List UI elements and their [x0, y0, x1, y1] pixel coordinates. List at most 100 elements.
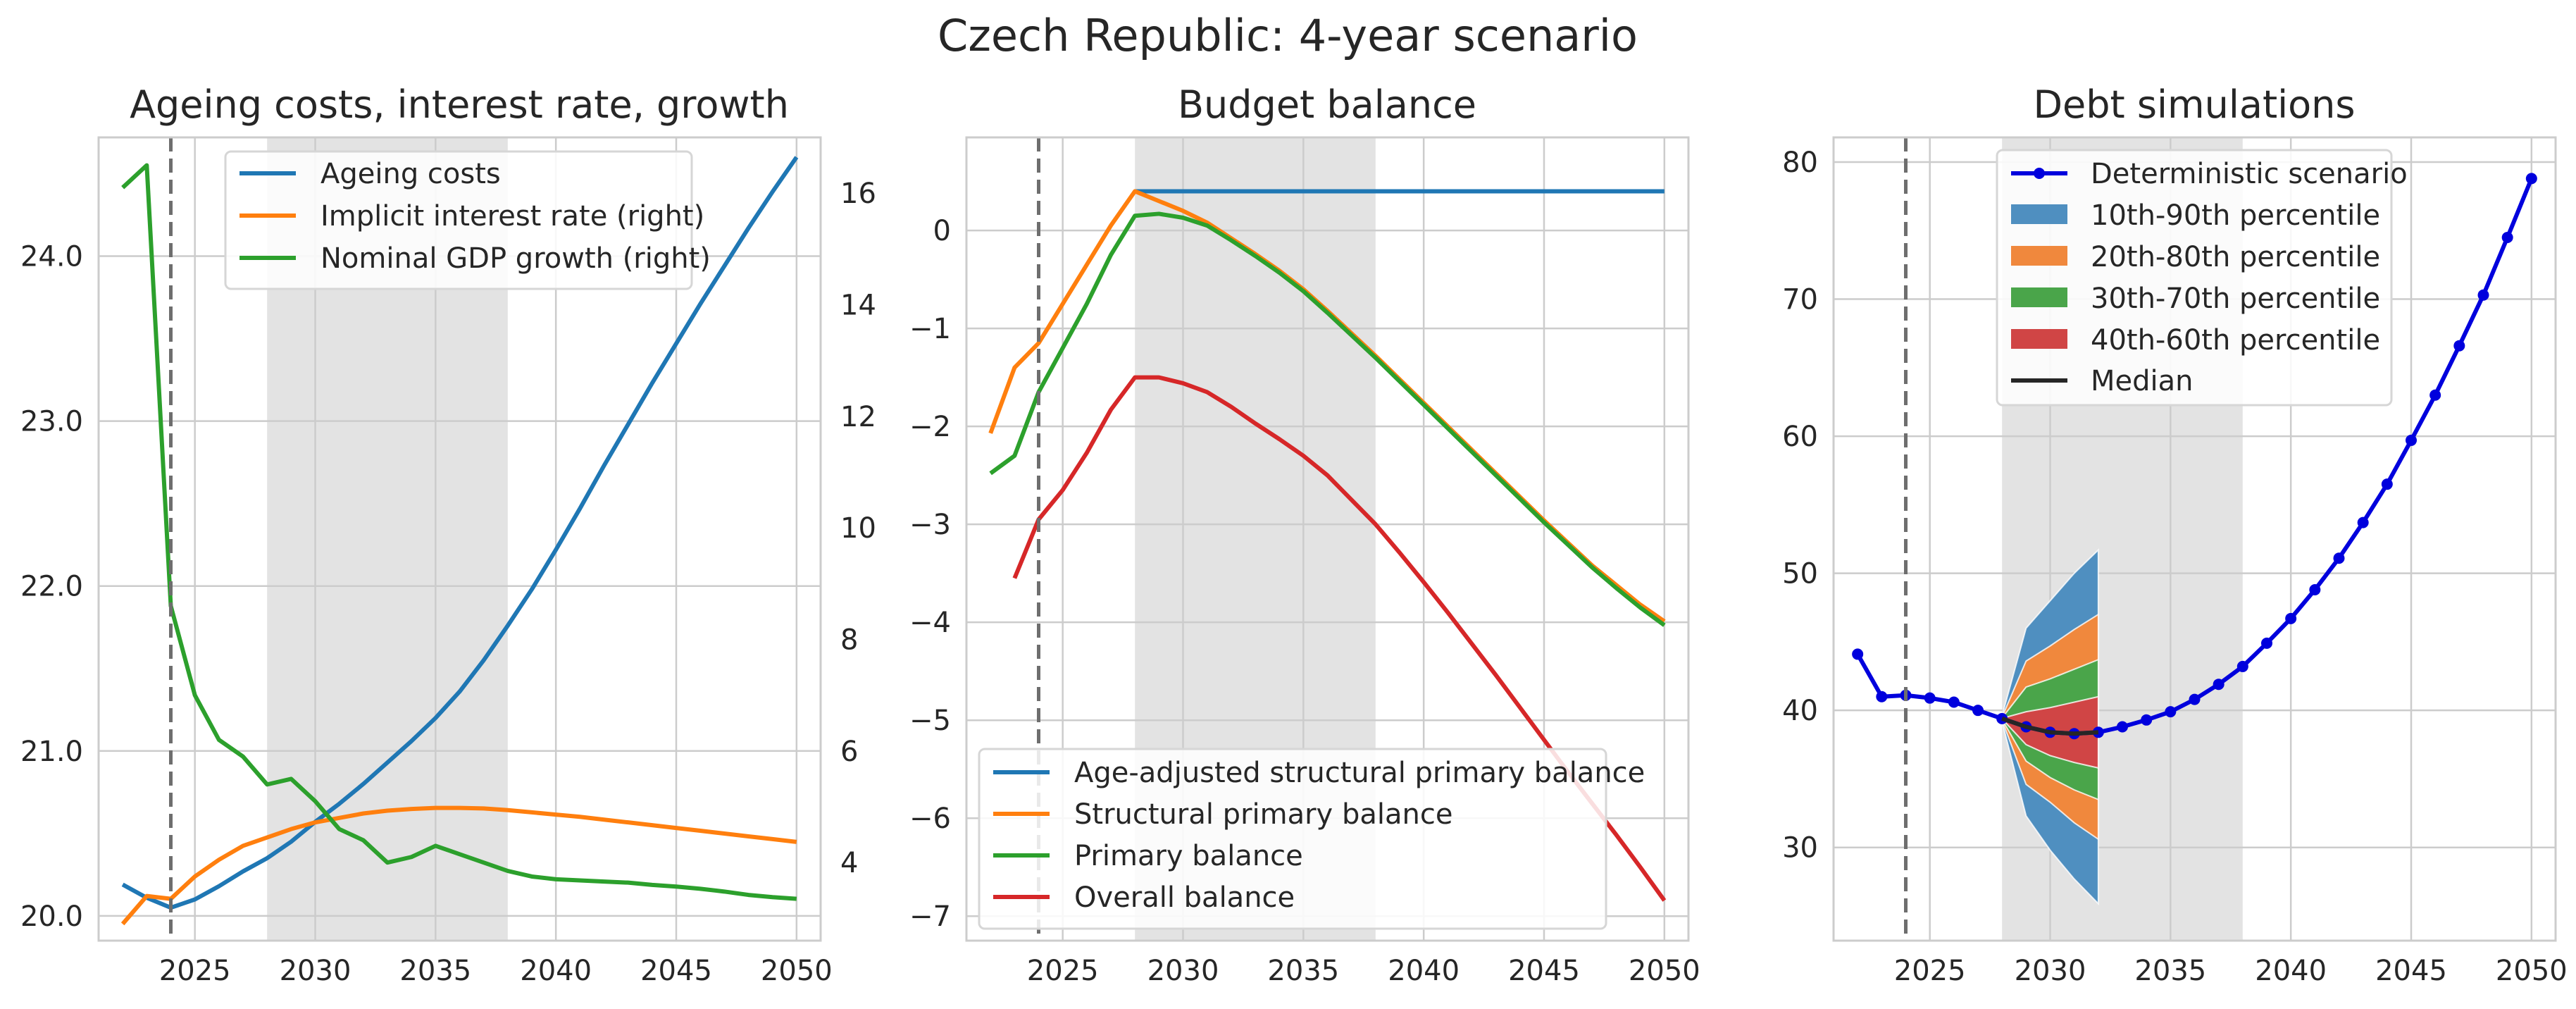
panel-debt: 2025 2030 2035 2040 2045 2050 30 40 50 60 70 80 De… [1782, 82, 2568, 987]
legend-label-p40-60: 40th-60th percentile [2091, 324, 2380, 357]
x-tick-label: 2040 [520, 955, 592, 987]
y-tick-label: −6 [909, 803, 951, 835]
x-tick-label: 2025 [1894, 955, 1966, 987]
x-tick-label: 2040 [1388, 955, 1460, 987]
panel-ageing-xticks: 2025 2030 2035 2040 2045 2050 [159, 955, 833, 987]
y-right-tick-label: 4 [840, 847, 858, 879]
panel-budget-yticks: 0 −1 −2 −3 −4 −5 −6 −7 [909, 215, 951, 933]
legend-label-interest: Implicit interest rate (right) [321, 200, 704, 233]
panel-debt-yticks: 30 40 50 60 70 80 [1782, 147, 1818, 865]
data-point [2117, 721, 2128, 733]
legend-label-p10-90: 10th-90th percentile [2091, 199, 2380, 232]
legend-box [224, 150, 693, 290]
data-point [2141, 714, 2153, 726]
x-tick-label: 2035 [399, 955, 471, 987]
legend-label-age-adjusted: Age-adjusted structural primary balance [1074, 757, 1645, 789]
panel-ageing-title: Ageing costs, interest rate, growth [130, 82, 789, 127]
y-right-tick-label: 8 [840, 624, 858, 657]
data-point [2309, 583, 2321, 595]
y-tick-label: 20.0 [20, 900, 83, 933]
y-tick-label: 21.0 [20, 736, 83, 768]
x-tick-label: 2030 [1147, 955, 1219, 987]
panel-ageing-frame [97, 136, 822, 942]
panel-budget-frame [965, 136, 1690, 942]
x-tick-label: 2040 [2255, 955, 2327, 987]
data-point [2453, 340, 2465, 352]
data-point [2213, 679, 2225, 691]
x-tick-label: 2030 [2015, 955, 2086, 987]
series-line [120, 805, 797, 926]
data-point [2357, 516, 2369, 528]
data-point [2525, 173, 2537, 185]
y-tick-label: 80 [1782, 147, 1818, 179]
x-tick-label: 2045 [1508, 955, 1580, 987]
data-point [2165, 706, 2177, 718]
y-tick-label: 70 [1782, 284, 1818, 316]
data-point [2477, 289, 2489, 301]
x-tick-label: 2025 [159, 955, 231, 987]
x-tick-label: 2035 [2134, 955, 2206, 987]
panel-ageing-legend: Ageing costs Implicit interest rate (rig… [224, 150, 711, 290]
data-point [2285, 612, 2297, 624]
panel-debt-xticks: 2025 2030 2035 2040 2045 2050 [1894, 955, 2568, 987]
legend-swatch-p10-90 [2011, 204, 2067, 224]
y-tick-label: 23.0 [20, 406, 83, 438]
x-tick-label: 2050 [761, 955, 833, 987]
panel-ageing-series [120, 156, 799, 926]
panel-debt-series [1852, 173, 2537, 740]
legend-label-deterministic: Deterministic scenario [2091, 158, 2408, 190]
series-line [121, 163, 797, 901]
y-right-tick-label: 10 [840, 512, 876, 545]
legend-label-p30-70: 30th-70th percentile [2091, 283, 2380, 315]
panel-ageing-yticks-left: 20.0 21.0 22.0 23.0 24.0 [20, 241, 83, 933]
legend-box [1996, 149, 2393, 407]
panel-budget-xticks: 2025 2030 2035 2040 2045 2050 [1027, 955, 1700, 987]
y-tick-label: −4 [909, 607, 951, 639]
legend-swatch-p20-80 [2011, 246, 2067, 266]
y-tick-label: 22.0 [20, 571, 83, 603]
y-tick-label: 30 [1782, 832, 1818, 865]
series-line [121, 156, 799, 910]
legend-label-p20-80: 20th-80th percentile [2091, 241, 2380, 273]
figure-title: Czech Republic: 4-year scenario [938, 10, 1638, 61]
legend-label-primary: Primary balance [1074, 840, 1303, 872]
data-point [2189, 693, 2201, 705]
x-tick-label: 2025 [1027, 955, 1099, 987]
data-point [1924, 692, 1936, 704]
panel-ageing: 2025 2030 2035 2040 2045 2050 20.0 21.0 22.0 23.… [20, 82, 876, 987]
y-tick-label: −1 [909, 313, 951, 345]
y-tick-label: 24.0 [20, 241, 83, 273]
y-tick-label: 40 [1782, 695, 1818, 727]
y-tick-label: 60 [1782, 421, 1818, 453]
y-right-tick-label: 14 [840, 290, 876, 322]
y-right-tick-label: 16 [840, 178, 876, 210]
y-tick-label: −7 [909, 900, 951, 933]
x-tick-label: 2045 [640, 955, 712, 987]
panel-budget: 2025 2030 2035 2040 2045 2050 0 −1 −2 −3 −4 −5 −6 −7… [909, 82, 1700, 987]
panel-debt-legend: Deterministic scenario 10th-90th percent… [1996, 149, 2408, 407]
legend-box [978, 748, 1607, 930]
series-line [989, 211, 1666, 627]
data-point [2406, 434, 2417, 446]
data-point [2261, 637, 2272, 649]
x-tick-label: 2035 [1267, 955, 1339, 987]
legend-marker-deterministic [2034, 168, 2045, 179]
series-line [2001, 717, 2099, 736]
y-right-tick-label: 12 [840, 401, 876, 433]
x-tick-label: 2045 [2375, 955, 2447, 987]
legend-swatch-p40-60 [2011, 329, 2067, 349]
legend-swatch-p30-70 [2011, 287, 2067, 307]
y-tick-label: −5 [909, 705, 951, 737]
legend-label-ageing: Ageing costs [321, 158, 501, 190]
panel-debt-title: Debt simulations [2033, 82, 2355, 127]
data-point [1948, 696, 1960, 708]
y-tick-label: 0 [933, 215, 951, 247]
legend-label-overall: Overall balance [1074, 881, 1295, 914]
panel-budget-legend: Age-adjusted structural primary balance … [978, 748, 1645, 930]
data-point [2429, 389, 2441, 401]
data-point [2236, 660, 2248, 672]
x-tick-label: 2050 [1629, 955, 1700, 987]
data-point [2501, 232, 2513, 244]
legend-label-structural: Structural primary balance [1074, 798, 1452, 831]
